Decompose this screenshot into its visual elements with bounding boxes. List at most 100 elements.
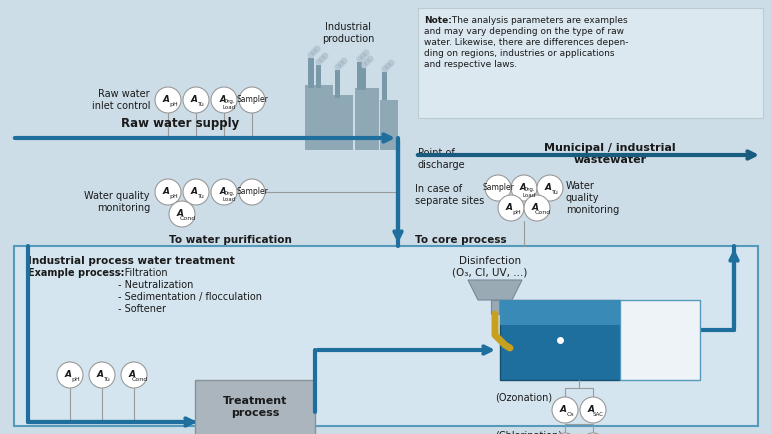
Text: A: A: [532, 203, 539, 212]
Circle shape: [315, 59, 322, 66]
FancyBboxPatch shape: [195, 380, 315, 434]
Bar: [357, 62, 362, 90]
Text: Org.
Load: Org. Load: [523, 187, 536, 198]
Circle shape: [338, 60, 345, 68]
Text: Tu: Tu: [552, 190, 559, 195]
Circle shape: [485, 175, 511, 201]
Bar: [305, 85, 333, 150]
Text: A: A: [191, 187, 198, 196]
Circle shape: [341, 57, 348, 65]
Text: SAC: SAC: [593, 412, 604, 417]
Text: - Sedimentation / flocculation: - Sedimentation / flocculation: [118, 292, 262, 302]
Bar: [316, 65, 321, 88]
Circle shape: [388, 59, 395, 66]
Text: Raw water supply: Raw water supply: [121, 117, 239, 130]
Circle shape: [537, 175, 563, 201]
Circle shape: [183, 179, 209, 205]
Circle shape: [356, 56, 363, 62]
Bar: [308, 58, 314, 88]
Circle shape: [211, 87, 237, 113]
Circle shape: [211, 179, 237, 205]
Bar: [333, 95, 353, 150]
Text: A: A: [163, 95, 170, 104]
Bar: [380, 100, 398, 150]
Bar: [355, 88, 379, 150]
Text: A: A: [219, 187, 226, 196]
Text: Tu: Tu: [104, 377, 111, 382]
Text: - Neutralization: - Neutralization: [118, 280, 194, 290]
Circle shape: [524, 195, 550, 221]
Bar: [14, 246, 758, 426]
Circle shape: [169, 201, 195, 227]
Circle shape: [552, 397, 578, 423]
Circle shape: [155, 87, 181, 113]
Text: A: A: [191, 95, 198, 104]
Text: (Ozonation): (Ozonation): [495, 393, 552, 403]
Text: A: A: [506, 203, 513, 212]
Bar: [620, 300, 700, 380]
Bar: [500, 300, 620, 380]
Text: A: A: [177, 209, 184, 218]
Circle shape: [498, 195, 524, 221]
Text: A: A: [560, 405, 567, 414]
Text: Water quality
monitoring: Water quality monitoring: [85, 191, 150, 213]
Circle shape: [385, 62, 392, 69]
Circle shape: [359, 53, 366, 59]
Text: Example process:: Example process:: [28, 268, 124, 278]
Text: Cond: Cond: [180, 216, 196, 221]
Text: Municipal / industrial
wastewater: Municipal / industrial wastewater: [544, 143, 676, 164]
Bar: [491, 300, 499, 314]
Text: Org.
Load: Org. Load: [223, 191, 236, 202]
Text: pH: pH: [512, 210, 521, 215]
Circle shape: [366, 56, 373, 62]
Text: pH: pH: [169, 102, 178, 107]
Bar: [362, 68, 366, 90]
Circle shape: [89, 362, 115, 388]
Circle shape: [318, 56, 325, 62]
Text: To core process: To core process: [415, 235, 507, 245]
Text: A: A: [163, 187, 170, 196]
Text: - Filtration: - Filtration: [118, 268, 167, 278]
Circle shape: [382, 66, 389, 72]
FancyBboxPatch shape: [418, 8, 763, 118]
Text: Disinfection
(O₃, Cl, UV, ...): Disinfection (O₃, Cl, UV, ...): [453, 256, 527, 278]
Text: A: A: [65, 370, 72, 379]
Circle shape: [580, 433, 606, 434]
Circle shape: [121, 362, 147, 388]
Text: Tu: Tu: [198, 102, 205, 107]
Text: A: A: [219, 95, 226, 104]
Text: The analysis parameters are examples: The analysis parameters are examples: [449, 16, 628, 25]
Text: Cond: Cond: [534, 210, 550, 215]
Circle shape: [511, 175, 537, 201]
Circle shape: [314, 46, 321, 53]
Text: A: A: [545, 183, 552, 192]
Text: Sampler: Sampler: [236, 95, 268, 105]
Text: - Softener: - Softener: [118, 304, 166, 314]
Circle shape: [580, 397, 606, 423]
Circle shape: [183, 87, 209, 113]
Circle shape: [552, 433, 578, 434]
Circle shape: [363, 59, 371, 66]
Text: Sampler: Sampler: [482, 184, 514, 193]
Circle shape: [322, 53, 328, 59]
Polygon shape: [468, 280, 522, 300]
Text: Point of
discharge: Point of discharge: [418, 148, 466, 170]
Bar: [335, 70, 340, 98]
Text: and may vary depending on the type of raw: and may vary depending on the type of ra…: [424, 27, 624, 36]
Text: A: A: [588, 405, 595, 414]
Text: Raw water
inlet control: Raw water inlet control: [92, 89, 150, 111]
Circle shape: [335, 63, 342, 70]
Text: In case of
separate sites: In case of separate sites: [415, 184, 484, 206]
Text: Note:: Note:: [424, 16, 452, 25]
Circle shape: [308, 52, 315, 59]
Text: A: A: [519, 183, 526, 192]
Circle shape: [362, 49, 369, 56]
Circle shape: [239, 87, 265, 113]
Text: Sampler: Sampler: [236, 187, 268, 197]
Circle shape: [311, 49, 318, 56]
Text: A: A: [129, 370, 136, 379]
Bar: [382, 72, 387, 100]
Text: pH: pH: [71, 377, 80, 382]
Circle shape: [239, 179, 265, 205]
Text: To water purification: To water purification: [169, 235, 291, 245]
